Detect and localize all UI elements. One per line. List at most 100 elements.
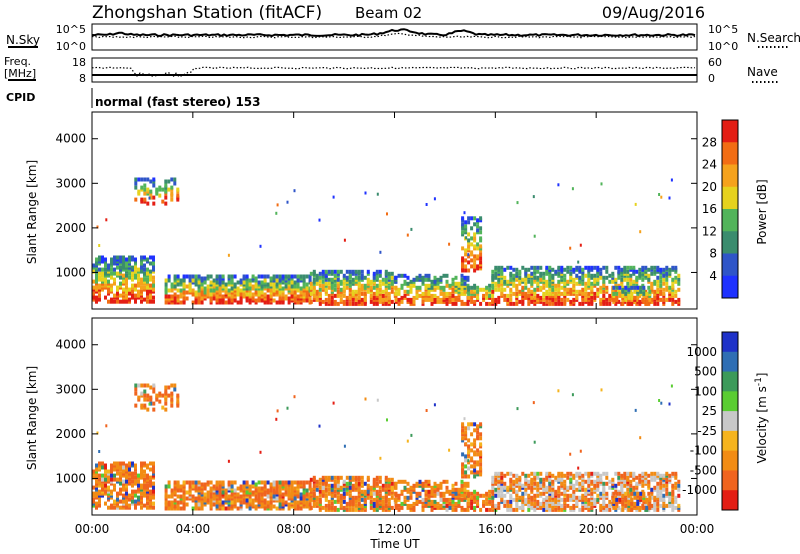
power-cell (509, 271, 513, 276)
power-cell (557, 265, 561, 270)
velocity-cell (312, 491, 316, 496)
velocity-cell (119, 465, 122, 470)
velocity-cell (665, 483, 669, 488)
velocity-cell (95, 501, 98, 506)
power-cell (327, 297, 331, 302)
velocity-cell (521, 471, 525, 476)
velocity-cell (197, 486, 201, 491)
power-cell (110, 299, 113, 304)
power-cell (590, 281, 594, 286)
power-cell (608, 293, 612, 298)
velocity-cell (467, 497, 471, 502)
power-cell (518, 291, 522, 296)
velocity-cell (551, 473, 555, 478)
velocity-cell (473, 505, 477, 510)
power-cell (107, 299, 110, 304)
velocity-cell (209, 502, 213, 507)
power-cell (272, 284, 276, 289)
power-cell (379, 250, 382, 254)
velocity-cell (348, 497, 352, 502)
power-cell (612, 291, 616, 296)
power-cell (516, 201, 519, 205)
power-cell (439, 297, 443, 302)
velocity-cell (372, 491, 376, 496)
velocity-cell (122, 471, 125, 476)
power-cell (403, 293, 407, 298)
power-cell (128, 255, 131, 260)
velocity-cell (182, 502, 186, 507)
power-cell (92, 279, 95, 284)
velocity-cell (539, 471, 543, 476)
velocity-cell (451, 503, 455, 508)
power-cell (161, 199, 165, 204)
velocity-cell (605, 503, 609, 508)
power-cell (677, 297, 681, 302)
power-cell (263, 278, 267, 283)
power-cell (620, 267, 624, 272)
velocity-cell (451, 499, 455, 504)
power-cell (239, 278, 243, 283)
velocity-cell (140, 491, 143, 496)
velocity-cell (218, 486, 222, 491)
power-cell (209, 280, 213, 285)
power-cell (539, 285, 543, 290)
power-cell (587, 291, 591, 296)
velocity-cell (503, 499, 507, 504)
velocity-cell (636, 497, 640, 502)
velocity-cell (375, 497, 379, 502)
power-cell (563, 273, 567, 278)
velocity-cell (602, 481, 606, 486)
velocity-cell (626, 475, 630, 480)
power-cell (548, 301, 552, 306)
velocity-cell (668, 497, 672, 502)
colorbar-swatch (722, 275, 738, 299)
power-cell (641, 265, 645, 270)
velocity-cell (125, 491, 128, 496)
velocity-cell (494, 487, 498, 492)
velocity-cell (394, 497, 398, 502)
power-cell (324, 291, 328, 296)
power-cell (614, 289, 618, 294)
velocity-colorbar-tick: 100 (694, 384, 717, 398)
velocity-cell (122, 469, 125, 474)
velocity-cell (479, 436, 483, 441)
power-cell (415, 291, 419, 296)
power-cell (467, 254, 471, 259)
velocity-cell (101, 483, 104, 488)
velocity-cell (497, 505, 501, 510)
velocity-cell (152, 401, 156, 406)
power-cell (412, 277, 416, 282)
station-title: Zhongshan Station (fitACF) (92, 3, 322, 23)
power-cell (348, 301, 352, 306)
velocity-cell (491, 503, 495, 508)
velocity-cell (461, 436, 465, 441)
velocity-cell (176, 504, 180, 509)
velocity-cell (119, 487, 122, 492)
power-cell (101, 271, 104, 276)
velocity-cell (95, 467, 98, 472)
power-cell (569, 287, 573, 292)
power-cell (659, 297, 663, 302)
velocity-cell (305, 488, 309, 493)
velocity-cell (445, 503, 449, 508)
velocity-cell (137, 395, 141, 400)
velocity-cell (626, 487, 630, 492)
power-cell (348, 287, 352, 292)
velocity-cell (668, 402, 671, 406)
power-cell (542, 301, 546, 306)
velocity-cell (656, 489, 660, 494)
power-cell (318, 275, 322, 280)
velocity-cell (569, 505, 573, 510)
power-cell (671, 297, 675, 302)
velocity-cell (96, 431, 99, 435)
velocity-cell (122, 461, 125, 466)
power-cell (485, 301, 489, 306)
velocity-cell (92, 491, 95, 496)
velocity-cell (164, 488, 168, 493)
power-cell (149, 299, 152, 304)
velocity-cell (445, 507, 449, 512)
power-cell (464, 224, 468, 229)
velocity-cell (345, 501, 349, 506)
velocity-cell (215, 480, 219, 485)
velocity-cell (363, 489, 367, 494)
